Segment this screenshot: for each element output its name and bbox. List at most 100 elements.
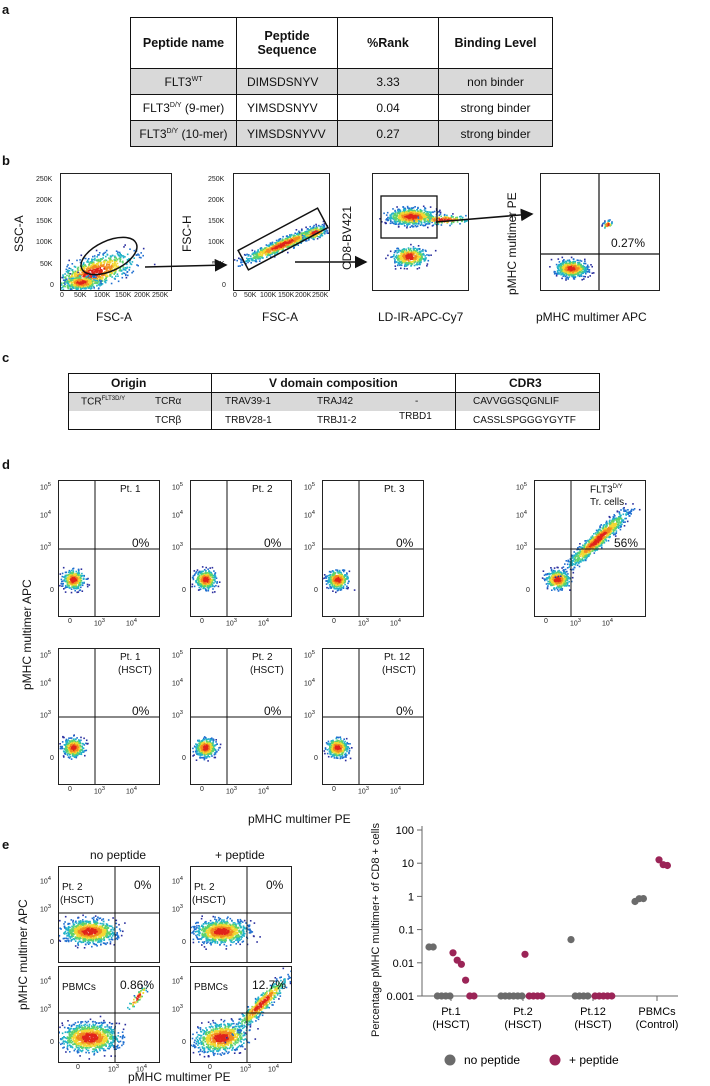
percent-label: 0% [396,536,414,550]
data-point [567,936,575,944]
flow-plot-ssc-fsc [60,173,172,291]
percent-label: 56% [614,536,639,550]
col-title-no-peptide: no peptide [90,848,147,862]
x-tick-label: Pt.1 [441,1006,461,1018]
table-row: FLT3WT DIMSDSNYV 3.33 non binder [130,68,553,95]
header-cdr3: CDR3 [509,376,542,390]
chart-ylabel: Percentage pMHC multimer+ of CD8 + cells [370,823,382,1037]
percent-label: 0% [396,704,414,718]
x-tick-label: (HSCT) [574,1019,611,1031]
gating-arrows [144,208,534,272]
plot-sample-label: PBMCs [194,982,228,993]
data-point [584,992,592,1000]
legend-label: + peptide [569,1053,619,1067]
plot-sample-label: Pt. 12 [384,652,411,663]
chart-axes [421,826,678,997]
panel-letter-b: b [2,153,10,168]
flow-plot-panel-d [58,480,160,617]
plot-sample-label: FLT3D/Y [590,484,623,496]
panel-letter-c: c [2,350,10,365]
flow-plot-panel-e [58,866,160,963]
tcr-name: TCRFLT3D/Y [81,396,126,408]
data-point [462,976,470,984]
chain-beta: TCRβ [155,415,182,426]
flow-plot-panel-d [190,480,292,617]
flow-plot-cd8-ld [372,173,469,291]
flow-plot-panel-e [58,966,160,1063]
data-point [521,950,529,958]
plot-xlabel: LD-IR-APC-Cy7 [378,310,464,324]
percent-label: 0.27% [611,236,646,250]
plot-sample-label: Pt. 2 [194,882,215,893]
data-point [446,992,454,1000]
data-point [449,949,457,957]
plot-xlabel: FSC-A [262,310,298,324]
header-binding-level: Binding Level [438,17,553,69]
header-vdomain: V domain composition [269,376,398,390]
header-peptide-name: Peptide name [130,17,237,69]
flow-plot-panel-d [322,480,424,617]
tcr-table: Origin V domain composition CDR3 TCRFLT3… [68,373,600,430]
data-point [470,992,478,1000]
panel-letter-d: d [2,457,10,472]
plot-sample-label: Pt. 3 [384,484,405,495]
data-point [429,943,437,951]
flow-plot-panel-e [190,966,292,1063]
table-row: FLT3D/Y (9-mer) YIMSDSNYV 0.04 strong bi… [130,94,553,121]
legend-marker [444,1054,456,1066]
panel-letter-e: e [2,837,10,852]
percent-label: 0% [132,704,150,718]
x-tick-label: PBMCs [638,1006,676,1018]
y-tick-label: 10 [402,858,414,870]
data-point [608,992,616,1000]
percent-label: 0% [264,704,282,718]
percent-label: 0.86% [120,978,155,992]
data-point [655,856,663,864]
flow-plot-panel-d [534,480,646,617]
y-tick-label: 0.01 [393,958,414,970]
plot-sample-label: PBMCs [62,982,96,993]
percentage-chart: 1001010.10.010.001Pt.1(HSCT)Pt.2(HSCT)Pt… [386,825,679,1067]
y-tick-label: 0.1 [399,925,414,937]
data-point [639,895,647,903]
percent-label: 0% [132,536,150,550]
panel-e-ylabel: pMHC multimer APC [16,899,30,1010]
table-row: FLT3D/Y (10-mer) YIMSDSNYVV 0.27 strong … [130,120,553,147]
peptide-table: Peptide name Peptide Sequence %Rank Bind… [130,17,553,147]
flow-plot-panel-d [322,648,424,785]
panel-e-xlabel: pMHC multimer PE [128,1070,231,1084]
data-point [457,960,465,968]
plot-sample-label: Pt. 2 [252,652,273,663]
panel-d-ylabel: pMHC multimer APC [20,579,34,690]
y-tick-label: 1 [408,891,414,903]
flow-plot-panel-e [190,866,292,963]
percent-label: 12.7% [252,978,287,992]
header-peptide-sequence: Peptide Sequence [236,17,338,69]
plot-xlabel: pMHC multimer APC [536,310,647,324]
x-tick-label: (HSCT) [432,1019,469,1031]
data-point [663,861,671,870]
x-tick-label: Pt.2 [513,1006,533,1018]
flow-plot-pmhc [540,173,660,291]
x-tick-label: (HSCT) [504,1019,541,1031]
flow-plot-panel-d [190,648,292,785]
x-tick-label: (Control) [636,1019,679,1031]
legend-marker [549,1054,561,1066]
plot-sample-label: Pt. 1 [120,484,141,495]
percent-label: 0% [266,878,284,892]
header-origin: Origin [111,376,147,390]
flow-plot-fsch-fsca [233,173,330,291]
plot-sample-label: Pt. 2 [252,484,273,495]
percent-label: 0% [264,536,282,550]
flow-plot-panel-d [58,648,160,785]
x-tick-label: Pt.12 [580,1006,606,1018]
col-title-peptide: + peptide [215,848,265,862]
panel-letter-a: a [2,2,10,17]
y-tick-label: 100 [396,825,414,837]
chain-alpha: TCRα [155,396,182,407]
panel-d-xlabel: pMHC multimer PE [248,812,351,826]
data-point [518,992,526,1000]
plot-sample-label: Pt. 1 [120,652,141,663]
plot-xlabel: FSC-A [96,310,132,324]
plot-sample-label: Pt. 2 [62,882,83,893]
